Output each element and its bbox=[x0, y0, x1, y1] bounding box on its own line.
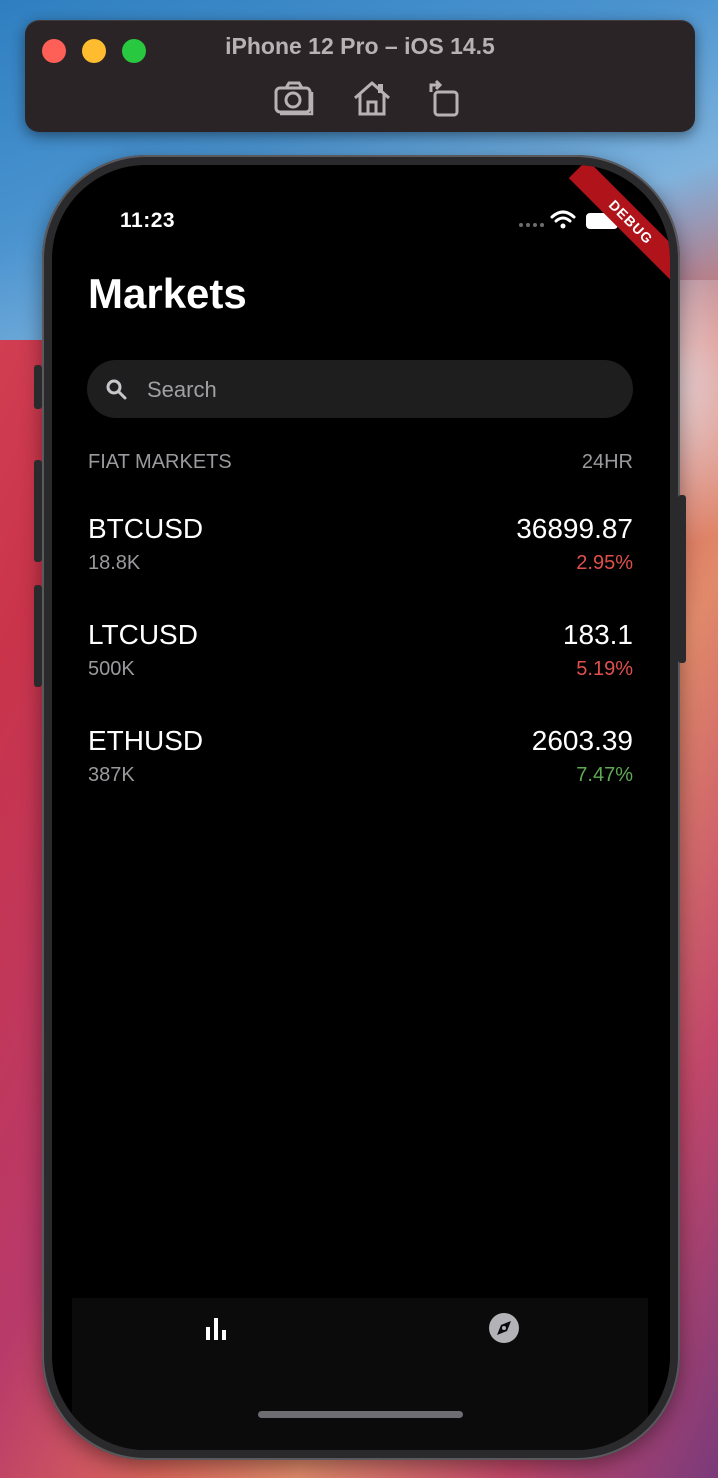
market-price: 183.1 bbox=[562, 619, 633, 650]
rotate-icon bbox=[429, 79, 459, 117]
market-change: 2.95% bbox=[576, 552, 633, 574]
market-row-ltcusd[interactable]: LTCUSD 500K 183.1 5.19% bbox=[88, 619, 633, 691]
app-screen: 11:23 DEBUG Markets FIAT MARKETS 24HR bbox=[52, 165, 670, 1450]
camera-icon bbox=[274, 81, 314, 116]
minimize-window-button[interactable] bbox=[82, 39, 106, 63]
silent-switch bbox=[34, 365, 42, 409]
column-label: 24HR bbox=[581, 451, 633, 473]
market-price: 36899.87 bbox=[516, 513, 633, 544]
simulator-toolbar: iPhone 12 Pro – iOS 14.5 bbox=[25, 20, 695, 132]
section-header: FIAT MARKETS 24HR bbox=[88, 451, 633, 475]
zoom-window-button[interactable] bbox=[122, 39, 146, 63]
market-row-ethusd[interactable]: ETHUSD 387K 2603.39 7.47% bbox=[88, 725, 633, 797]
home-indicator[interactable] bbox=[258, 1411, 463, 1418]
page-title: Markets bbox=[88, 270, 247, 317]
home-icon bbox=[354, 81, 390, 116]
search-input[interactable] bbox=[145, 360, 609, 420]
screenshot-button[interactable] bbox=[272, 78, 316, 118]
market-change: 5.19% bbox=[576, 658, 633, 680]
market-price: 2603.39 bbox=[531, 725, 633, 756]
market-row-btcusd[interactable]: BTCUSD 18.8K 36899.87 2.95% bbox=[88, 513, 633, 585]
market-volume: 387K bbox=[88, 764, 135, 786]
market-pair: BTCUSD bbox=[88, 513, 204, 544]
market-change: 7.47% bbox=[576, 764, 633, 786]
home-button[interactable] bbox=[350, 78, 394, 118]
search-bar[interactable] bbox=[87, 360, 633, 420]
power-button bbox=[678, 495, 686, 663]
market-pair: ETHUSD bbox=[88, 725, 204, 756]
bar-chart-icon bbox=[206, 1318, 226, 1340]
bottom-tab-bar bbox=[72, 1298, 648, 1450]
simulator-title: iPhone 12 Pro – iOS 14.5 bbox=[225, 33, 495, 59]
volume-up-button bbox=[34, 460, 42, 562]
compass-icon bbox=[489, 1313, 519, 1343]
search-icon bbox=[106, 379, 127, 400]
market-pair: LTCUSD bbox=[88, 619, 198, 650]
wifi-icon bbox=[550, 210, 576, 229]
market-volume: 500K bbox=[88, 658, 135, 680]
market-volume: 18.8K bbox=[88, 552, 141, 574]
volume-down-button bbox=[34, 585, 42, 687]
tab-explore[interactable] bbox=[474, 1308, 534, 1348]
close-window-button[interactable] bbox=[42, 39, 66, 63]
rotate-button[interactable] bbox=[423, 78, 467, 118]
status-time: 11:23 bbox=[120, 209, 176, 232]
section-title: FIAT MARKETS bbox=[88, 451, 232, 473]
cellular-signal-icon bbox=[519, 223, 544, 227]
tab-markets[interactable] bbox=[186, 1308, 246, 1348]
